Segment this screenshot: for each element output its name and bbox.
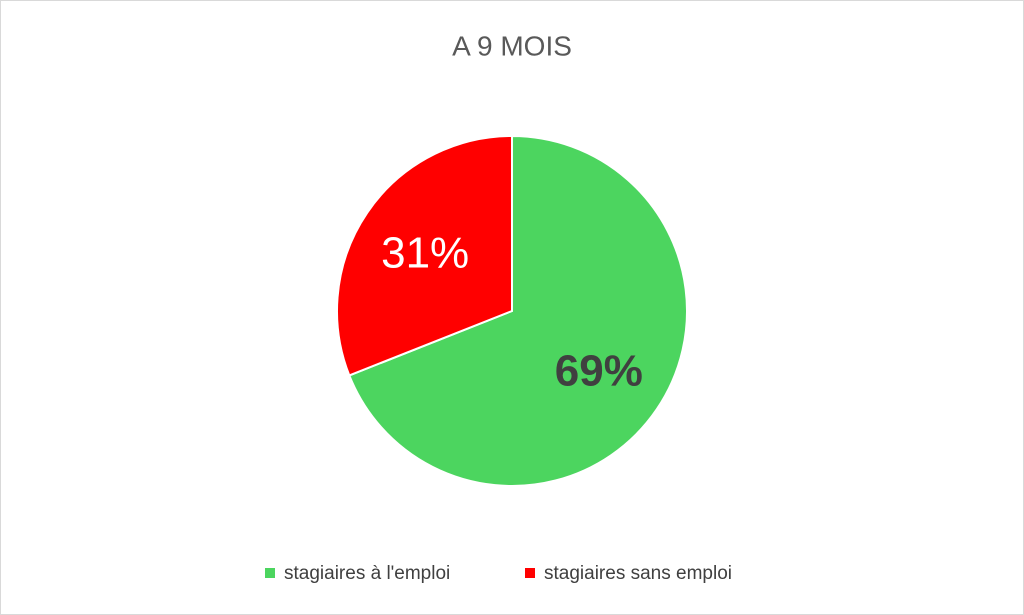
legend-swatch — [525, 568, 535, 578]
chart-title: A 9 MOIS — [452, 30, 572, 61]
pie: 69% 31% — [336, 134, 688, 487]
pie-slice — [336, 134, 513, 377]
legend-swatch — [265, 568, 275, 578]
legend-label: stagiaires à l'emploi — [284, 563, 450, 584]
pie-slice — [347, 134, 688, 487]
legend-label: stagiaires sans emploi — [544, 563, 732, 584]
legend: stagiaires à l'emploi stagiaires sans emp… — [265, 563, 732, 584]
data-label: 69% — [555, 347, 643, 396]
data-label: 31% — [381, 229, 469, 278]
